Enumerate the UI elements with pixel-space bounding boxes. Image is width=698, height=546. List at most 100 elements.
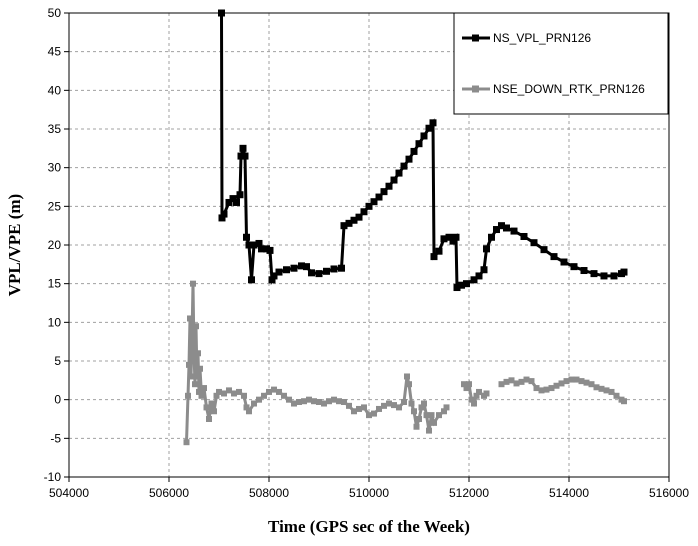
legend: NS_VPL_PRN126 NSE_DOWN_RTK_PRN126 xyxy=(453,12,669,115)
data-point xyxy=(415,140,423,148)
data-point xyxy=(361,404,367,411)
data-point xyxy=(286,396,292,403)
data-point xyxy=(413,423,420,430)
legend-box xyxy=(453,12,669,115)
data-point xyxy=(303,263,310,271)
data-point xyxy=(416,416,422,422)
data-point xyxy=(580,267,588,275)
data-point xyxy=(538,387,545,394)
data-point xyxy=(256,396,262,403)
data-point xyxy=(550,253,558,261)
data-point xyxy=(395,169,403,177)
data-point xyxy=(520,232,528,240)
data-point xyxy=(411,408,417,415)
data-point xyxy=(250,241,258,249)
data-point xyxy=(201,385,207,392)
data-point xyxy=(408,400,415,407)
data-point xyxy=(405,155,413,163)
data-point xyxy=(198,392,205,399)
data-point xyxy=(356,405,362,412)
data-point xyxy=(483,390,490,397)
data-point xyxy=(461,381,467,388)
data-point xyxy=(340,222,348,230)
data-point xyxy=(563,378,570,385)
data-point xyxy=(488,233,495,241)
y-tick-label: 25 xyxy=(48,199,62,213)
y-tick-label: 40 xyxy=(48,83,62,97)
data-point xyxy=(441,408,447,415)
data-point xyxy=(311,398,317,405)
data-point xyxy=(190,280,196,287)
data-point xyxy=(271,386,277,393)
data-point xyxy=(351,408,357,415)
data-point xyxy=(251,400,257,407)
legend-label: NS_VPL_PRN126 xyxy=(493,31,591,45)
data-point xyxy=(213,392,220,399)
data-point xyxy=(568,376,575,383)
data-point xyxy=(301,398,307,405)
data-point xyxy=(233,198,240,206)
data-point xyxy=(573,376,580,383)
data-point xyxy=(376,405,382,412)
y-tick-label: 35 xyxy=(48,122,62,136)
data-point xyxy=(225,198,233,206)
data-point xyxy=(255,239,263,247)
data-point xyxy=(216,388,222,395)
y-axis-title: VPL/VPE (m) xyxy=(5,194,24,296)
data-point xyxy=(365,202,373,210)
data-point xyxy=(570,263,578,271)
data-point xyxy=(243,404,250,411)
data-point xyxy=(330,265,338,273)
data-point xyxy=(548,385,555,392)
x-tick-label: 506000 xyxy=(149,486,189,500)
data-point xyxy=(231,390,237,397)
x-tick-label: 510000 xyxy=(349,486,389,500)
data-point xyxy=(620,268,628,276)
data-point xyxy=(473,392,480,399)
y-tick-label: 10 xyxy=(48,315,62,329)
data-point xyxy=(426,427,432,434)
data-point xyxy=(588,381,595,388)
legend-swatch-marker xyxy=(472,85,479,93)
data-point xyxy=(226,387,232,394)
data-point xyxy=(193,323,199,330)
data-point xyxy=(621,398,627,405)
data-point xyxy=(261,392,267,399)
data-point xyxy=(421,400,427,407)
data-point xyxy=(221,390,227,397)
data-point xyxy=(425,124,433,132)
series-NS_VPL_PRN126 xyxy=(218,9,628,292)
data-point xyxy=(326,398,332,405)
data-point xyxy=(530,239,538,247)
data-point xyxy=(355,213,363,221)
data-point xyxy=(428,412,435,419)
data-point xyxy=(218,9,225,17)
data-point xyxy=(503,378,510,385)
data-point xyxy=(498,381,505,388)
data-point xyxy=(390,176,398,184)
data-point xyxy=(590,270,598,278)
data-point xyxy=(475,272,483,280)
data-point xyxy=(435,247,443,255)
legend-label: NSE_DOWN_RTK_PRN126 xyxy=(493,82,645,96)
data-point xyxy=(241,392,247,399)
data-point xyxy=(391,402,397,409)
data-point xyxy=(420,132,428,140)
data-point xyxy=(245,241,253,249)
data-point xyxy=(206,416,212,422)
data-point xyxy=(498,222,505,230)
data-point xyxy=(540,246,548,254)
data-point xyxy=(316,398,322,405)
data-point xyxy=(528,378,535,385)
data-point xyxy=(345,219,353,227)
data-point xyxy=(510,227,518,235)
data-point xyxy=(236,388,242,395)
data-point xyxy=(406,381,412,388)
data-point xyxy=(385,182,393,190)
data-point xyxy=(471,400,477,407)
data-point xyxy=(443,404,450,411)
data-point xyxy=(423,412,430,419)
data-point xyxy=(440,235,448,243)
data-point xyxy=(315,270,323,278)
